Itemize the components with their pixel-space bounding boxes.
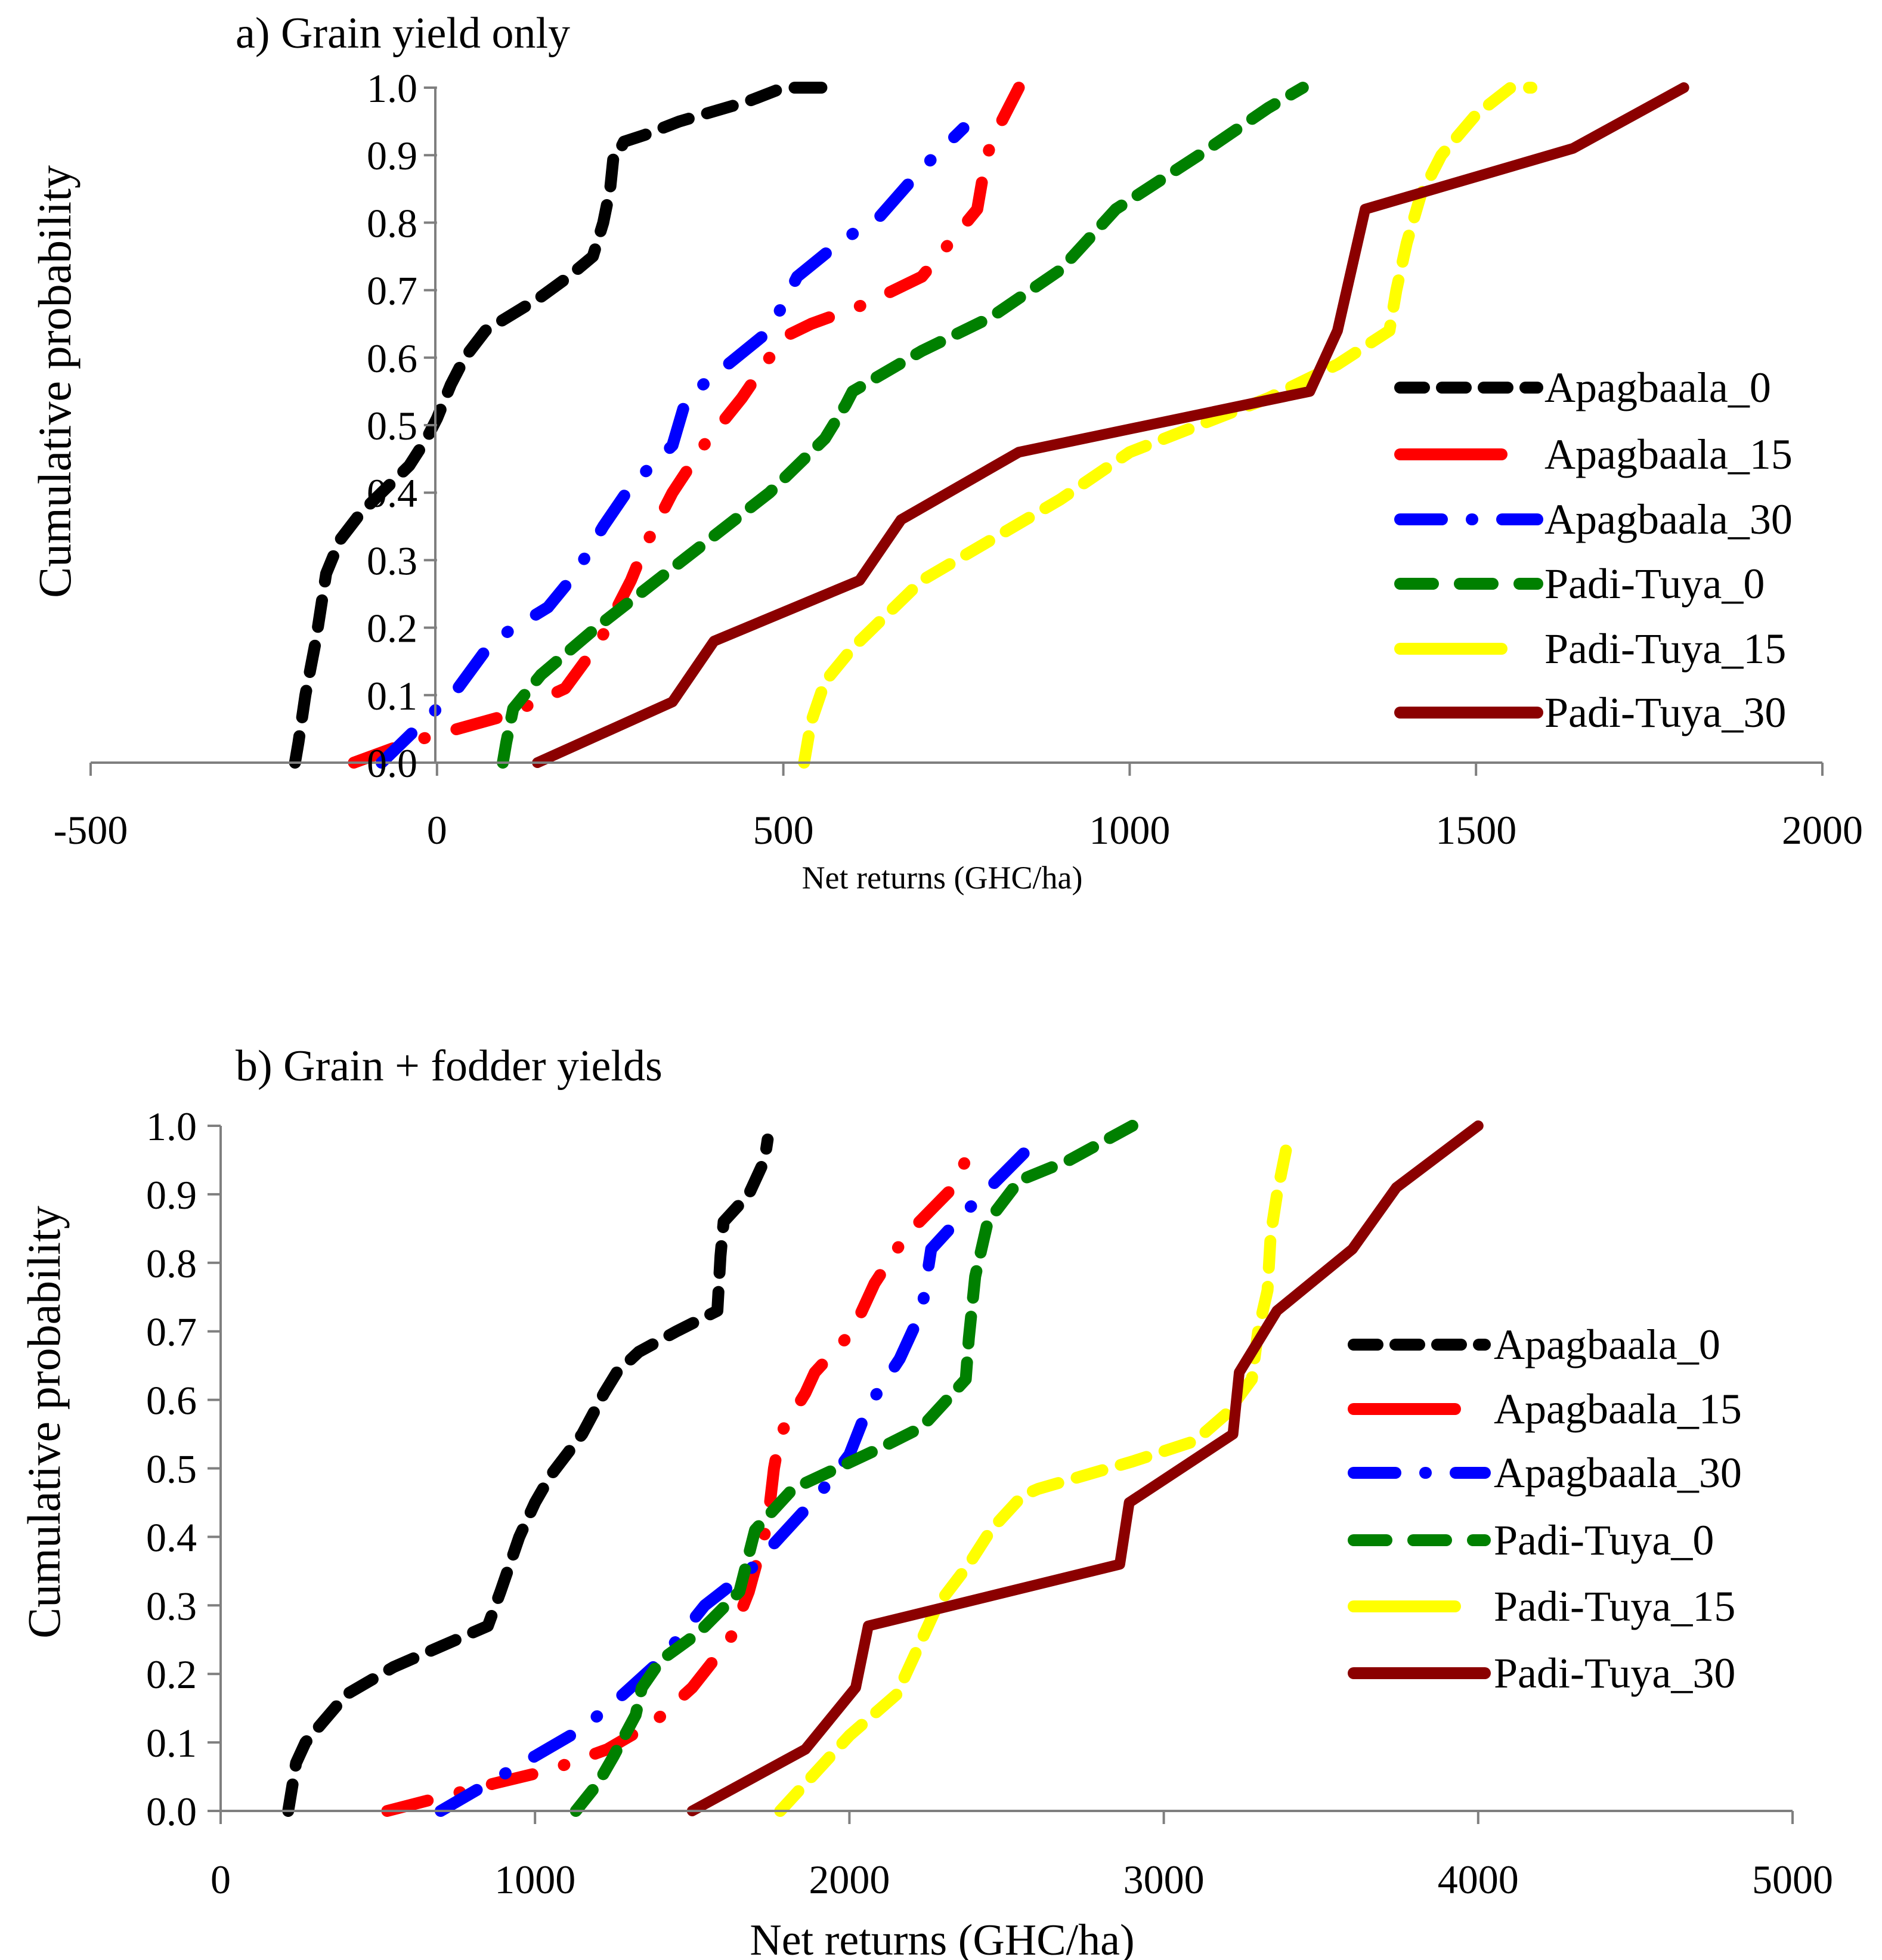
- panel-b-x-ticks: 0 1000 2000 3000 4000 5000: [211, 1811, 1833, 1902]
- legend-b-label-apagbaala-30: Apagbaala_30: [1494, 1449, 1742, 1497]
- legend-b-label-padi-tuya-30: Padi-Tuya_30: [1494, 1649, 1735, 1697]
- panel-a-x-tick-label: 500: [753, 807, 814, 853]
- panel-a-x-tick-label: 1000: [1089, 807, 1170, 853]
- panel-a-y-tick-label: 0.8: [367, 200, 417, 246]
- panel-a-y-tick-label: 0.5: [367, 403, 417, 448]
- panel-a-x-tick-label: 0: [427, 807, 447, 853]
- panel-b-x-tick-label: 0: [211, 1857, 231, 1902]
- panel-a-series-layer: [289, 82, 1689, 769]
- panel-a-x-ticks: -500 0 500 1000 1500 2000: [54, 763, 1863, 853]
- legend-b-label-apagbaala-15: Apagbaala_15: [1494, 1385, 1742, 1433]
- panel-a-y-tick-label: 0.6: [367, 336, 417, 381]
- panel-a-x-tick-label: 2000: [1782, 807, 1863, 853]
- panel-a-series-apagbaala-0: [289, 82, 831, 769]
- panel-a-y-tick-label: 0.4: [367, 470, 417, 516]
- panel-b-y-tick-label: 0.7: [146, 1309, 197, 1355]
- panel-a-y-tick-label: 0.2: [367, 606, 417, 651]
- panel-a-y-tick-label: 0.9: [367, 133, 417, 178]
- panel-b-title: b) Grain + fodder yields: [236, 1042, 663, 1091]
- panel-b-y-tick-label: 0.2: [146, 1652, 197, 1697]
- panel-a-y-tick-label: 0.0: [367, 741, 417, 786]
- panel-b-y-tick-label: 1.0: [146, 1104, 197, 1149]
- panel-a-y-tick-label: 0.3: [367, 538, 417, 583]
- panel-b-x-tick-label: 4000: [1438, 1857, 1519, 1902]
- panel-b-x-tick-label: 1000: [494, 1857, 575, 1902]
- panel-b-y-tick-label: 0.0: [146, 1789, 197, 1834]
- panel-b-y-tick-label: 0.5: [146, 1447, 197, 1492]
- panel-b-grain-fodder: b) Grain + fodder yields Cumulative prob…: [18, 1042, 1833, 1960]
- panel-a-series-apagbaala-30: [375, 122, 970, 769]
- panel-b-x-tick-label: 3000: [1123, 1857, 1205, 1902]
- panel-b-x-tick-label: 5000: [1752, 1857, 1833, 1902]
- panel-b-x-tick-label: 2000: [809, 1857, 890, 1902]
- panel-b-series-layer: [282, 1120, 1484, 1817]
- panel-b-series-apagbaala-15: [381, 1140, 982, 1817]
- panel-a-y-tick-label: 0.7: [367, 268, 417, 314]
- panel-a-y-tick-label: 1.0: [367, 66, 417, 111]
- panel-a-series-apagbaala-15: [348, 82, 1025, 769]
- legend-b-label-apagbaala-0: Apagbaala_0: [1494, 1321, 1720, 1368]
- legend-a-label-padi-tuya-0: Padi-Tuya_0: [1544, 560, 1765, 608]
- panel-b-y-tick-label: 0.9: [146, 1172, 197, 1218]
- panel-a-x-tick-label: -500: [54, 807, 128, 853]
- panel-a-y-axis-title: Cumulative probability: [29, 165, 81, 598]
- panel-a-x-axis-title: Net returns (GHC/ha): [802, 860, 1083, 896]
- panel-b-x-axis-title: Net returns (GHC/ha): [750, 1916, 1134, 1960]
- panel-b-y-tick-label: 0.8: [146, 1241, 197, 1286]
- legend-a-label-apagbaala-15: Apagbaala_15: [1544, 431, 1793, 478]
- legend-a-label-padi-tuya-15: Padi-Tuya_15: [1544, 625, 1786, 673]
- panel-b-series-padi-tuya-15: [774, 1126, 1296, 1817]
- panel-a-y-tick-label: 0.1: [367, 673, 417, 719]
- legend-a-label-apagbaala-30: Apagbaala_30: [1544, 496, 1793, 543]
- panel-b-series-padi-tuya-30: [686, 1120, 1484, 1816]
- panel-b-series-apagbaala-0: [282, 1134, 774, 1817]
- panel-a-x-tick-label: 1500: [1435, 807, 1516, 853]
- panel-b-y-tick-label: 0.3: [146, 1583, 197, 1628]
- legend-a-label-padi-tuya-30: Padi-Tuya_30: [1544, 689, 1786, 736]
- panel-b-y-ticks: 0.0 0.1 0.2 0.3 0.4 0.5 0.6 0.7 0.8 0.9 1.0: [146, 1104, 221, 1834]
- panel-a-grain-yield: a) Grain yield only Cumulative probabili…: [29, 9, 1863, 896]
- legend-a-label-apagbaala-0: Apagbaala_0: [1544, 364, 1771, 411]
- panel-a-series-padi-tuya-30: [532, 82, 1689, 768]
- panel-a-title: a) Grain yield only: [236, 9, 570, 58]
- panel-b-legend: Apagbaala_0 Apagbaala_15 Apagbaala_30 Pa…: [1348, 1321, 1742, 1697]
- panel-b-y-tick-label: 0.1: [146, 1720, 197, 1766]
- panel-b-y-tick-label: 0.4: [146, 1515, 197, 1560]
- panel-a-series-padi-tuya-0: [497, 82, 1309, 769]
- panel-a-y-ticks: 0.0 0.1 0.2 0.3 0.4 0.5 0.6 0.7 0.8 0.9 1.0: [367, 66, 437, 786]
- panel-b-y-tick-label: 0.6: [146, 1378, 197, 1423]
- legend-b-label-padi-tuya-0: Padi-Tuya_0: [1494, 1516, 1714, 1564]
- panel-a-legend: Apagbaala_0 Apagbaala_15 Apagbaala_30 Pa…: [1394, 364, 1793, 736]
- legend-b-label-padi-tuya-15: Padi-Tuya_15: [1494, 1583, 1735, 1630]
- panel-b-series-apagbaala-30: [435, 1126, 1051, 1817]
- panel-b-series-padi-tuya-0: [569, 1120, 1138, 1817]
- panel-b-y-axis-title: Cumulative probability: [18, 1206, 70, 1639]
